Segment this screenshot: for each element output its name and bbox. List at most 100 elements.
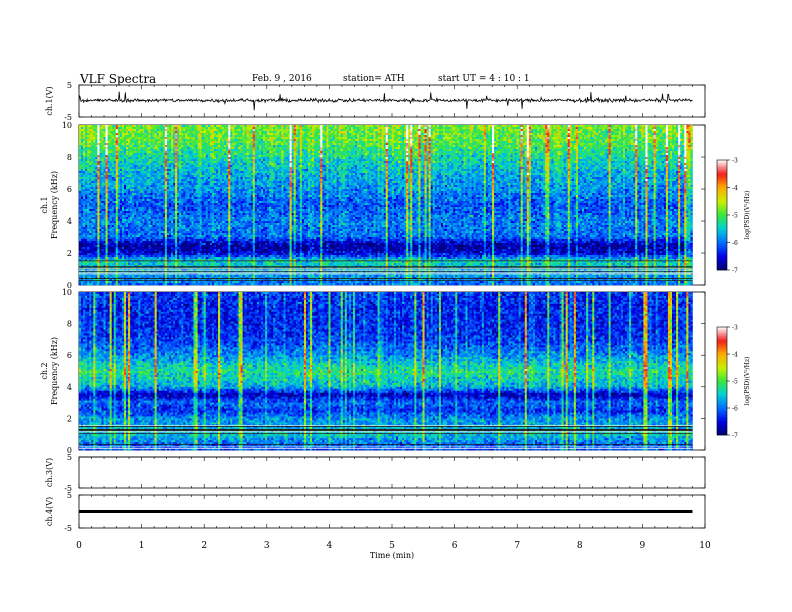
spectrogram-cell — [81, 153, 83, 155]
spectrogram-cell — [97, 255, 99, 257]
spectrogram-cell — [97, 257, 99, 259]
spectrogram-cell — [87, 239, 89, 241]
spectrogram-cell — [89, 197, 91, 199]
spectrogram-cell — [95, 231, 97, 233]
spectrogram-cell — [91, 163, 93, 165]
spectrogram-cell — [81, 151, 83, 153]
spectrogram-cell — [81, 161, 83, 163]
spectrogram-cell — [85, 227, 87, 229]
spectrogram-cell — [97, 225, 99, 227]
spectrogram-cell — [104, 187, 106, 189]
spectrogram-cell — [93, 225, 95, 227]
spectrogram-cell — [91, 203, 93, 205]
spectrogram-cell — [81, 253, 83, 255]
spectrogram-cell — [89, 157, 91, 159]
spectrogram-cell — [93, 173, 95, 175]
spectrogram-cell — [101, 197, 103, 199]
spectrogram-cell — [89, 241, 91, 243]
spectrogram-cell — [83, 233, 85, 235]
spectrogram-cell — [79, 129, 81, 131]
x-tick-label: 3 — [264, 541, 270, 551]
spectrogram-cell — [99, 243, 101, 245]
spectrogram-cell — [83, 167, 85, 169]
spectrogram-cell — [97, 163, 99, 165]
spectrogram-cell — [101, 151, 103, 153]
spectrogram-cell — [79, 219, 81, 221]
spectrogram-cell — [97, 207, 99, 209]
spectrogram-cell — [95, 155, 97, 157]
spectrogram-cell — [79, 179, 81, 181]
y-tick-label: 5 — [67, 81, 72, 90]
spectrogram-cell — [89, 231, 91, 233]
spectrogram-cell — [89, 225, 91, 227]
spectrogram-cell — [97, 161, 99, 163]
spectrogram-cell — [104, 281, 106, 283]
spectrogram-cell — [79, 165, 81, 167]
spectrogram-cell — [83, 161, 85, 163]
spectrogram-cell — [89, 167, 91, 169]
spectrogram-cell — [101, 163, 103, 165]
spectrogram-cell — [91, 155, 93, 157]
spectrogram-cell — [101, 193, 103, 195]
spectrogram-cell — [85, 191, 87, 193]
spectrogram-cell — [87, 249, 89, 251]
spectrogram-cell — [106, 127, 108, 129]
spectrogram-cell — [106, 263, 108, 265]
spectrogram-cell — [81, 169, 83, 171]
spectrogram-cell — [97, 247, 99, 249]
spectrogram-cell — [108, 187, 110, 189]
spectrogram-cell — [85, 195, 87, 197]
spectrogram-cell — [91, 283, 93, 285]
spectrogram-cell — [101, 211, 103, 213]
spectrogram-cell — [106, 197, 108, 199]
spectrogram-cell — [99, 251, 101, 253]
spectrogram-cell — [79, 261, 81, 263]
spectrogram-cell — [91, 253, 93, 255]
spectrogram-cell — [97, 251, 99, 253]
spectrogram-cell — [97, 233, 99, 235]
spectrogram-cell — [93, 217, 95, 219]
spectrogram-cell — [87, 157, 89, 159]
spectrogram-cell — [95, 249, 97, 251]
spectrogram-cell — [104, 201, 106, 203]
x-tick-label: 0 — [76, 541, 82, 551]
spectrogram-cell — [83, 193, 85, 195]
spectrogram-cell — [108, 195, 110, 197]
spectrogram-cell — [81, 191, 83, 193]
spectrogram-cell — [83, 163, 85, 165]
spectrogram-cell — [79, 185, 81, 187]
spectrogram-cell — [97, 187, 99, 189]
spectrogram-cell — [106, 245, 108, 247]
spectrogram-cell — [104, 125, 106, 127]
spectrogram-cell — [79, 147, 81, 149]
spectrogram-cell — [91, 187, 93, 189]
spectrogram-cell — [101, 261, 103, 263]
spectrogram-cell — [87, 203, 89, 205]
spectrogram-cell — [81, 133, 83, 135]
spectrogram-cell — [108, 161, 110, 163]
spectrogram-cell — [89, 213, 91, 215]
spectrogram-cell — [93, 181, 95, 183]
spectrogram-cell — [83, 197, 85, 199]
spectrogram-cell — [89, 189, 91, 191]
spectrogram-cell — [93, 281, 95, 283]
spectrogram-cell — [89, 263, 91, 265]
spectrogram-cell — [91, 193, 93, 195]
spectrogram-cell — [81, 165, 83, 167]
spectrogram-cell — [89, 145, 91, 147]
spectrogram-cell — [106, 199, 108, 201]
spectrogram-cell — [97, 149, 99, 151]
spectrogram-cell — [97, 129, 99, 131]
spectrogram-cell — [97, 157, 99, 159]
spectrogram-cell — [99, 211, 101, 213]
spectrogram-cell — [91, 173, 93, 175]
spectrogram-cell — [83, 229, 85, 231]
spectrogram-cell — [106, 147, 108, 149]
spectrogram-cell — [91, 177, 93, 179]
spectrogram-cell — [81, 167, 83, 169]
spectrogram-cell — [106, 255, 108, 257]
spectrogram-cell — [95, 219, 97, 221]
spectrogram-cell — [85, 205, 87, 207]
spectrogram-cell — [85, 283, 87, 285]
spectrogram-cell — [93, 151, 95, 153]
